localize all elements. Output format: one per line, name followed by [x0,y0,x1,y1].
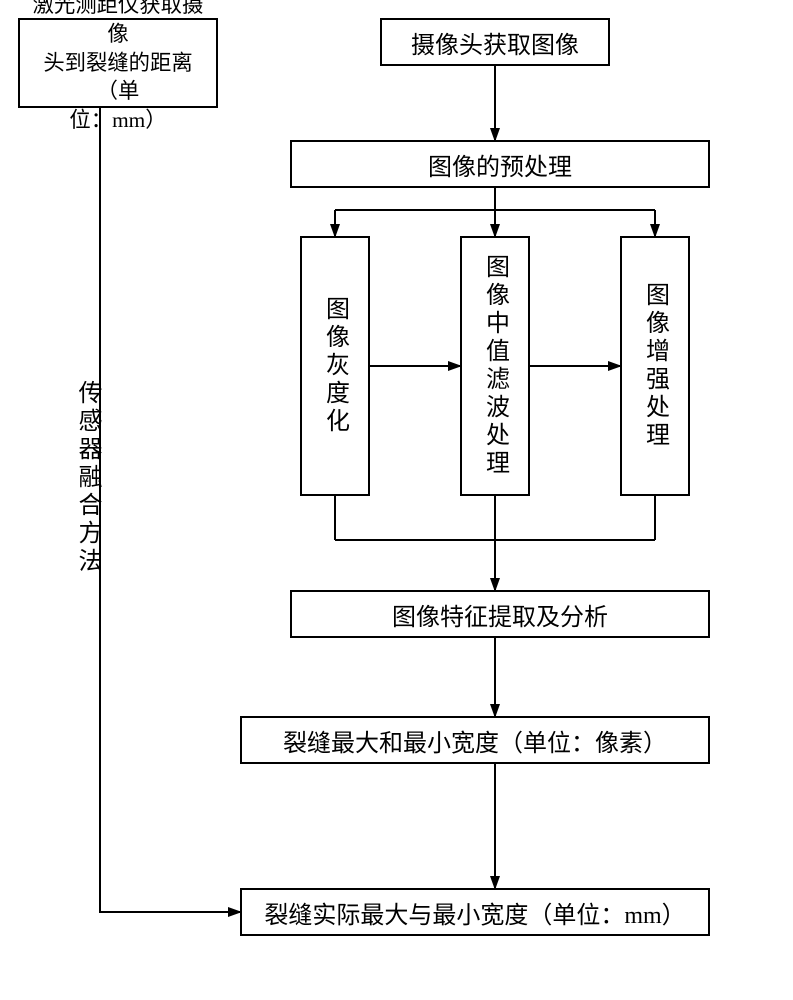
median-box: 图像中值滤波处理 [460,236,530,496]
median-text: 图像中值滤波处理 [478,254,513,478]
laser-box: 激光测距仪获取摄像 头到裂缝的距离（单 位：mm） [18,18,218,108]
pixelwidth-text: 裂缝最大和最小宽度（单位：像素） [283,723,667,758]
gray-box: 图像灰度化 [300,236,370,496]
result-text: 裂缝实际最大与最小宽度（单位：mm） [264,895,685,930]
camera-text: 摄像头获取图像 [411,25,579,60]
laser-text: 激光测距仪获取摄像 头到裂缝的距离（单 位：mm） [28,0,208,135]
feature-text: 图像特征提取及分析 [392,597,608,632]
preprocess-box: 图像的预处理 [290,140,710,188]
result-box: 裂缝实际最大与最小宽度（单位：mm） [240,888,710,936]
fusion-label-text: 传感器融合方法 [70,380,105,576]
camera-box: 摄像头获取图像 [380,18,610,66]
gray-text: 图像灰度化 [318,296,353,436]
fusion-label: 传感器融合方法 [70,380,105,583]
preprocess-text: 图像的预处理 [428,147,572,182]
enhance-text: 图像增强处理 [638,282,673,450]
pixelwidth-box: 裂缝最大和最小宽度（单位：像素） [240,716,710,764]
edge-laser-result [100,108,240,912]
feature-box: 图像特征提取及分析 [290,590,710,638]
enhance-box: 图像增强处理 [620,236,690,496]
